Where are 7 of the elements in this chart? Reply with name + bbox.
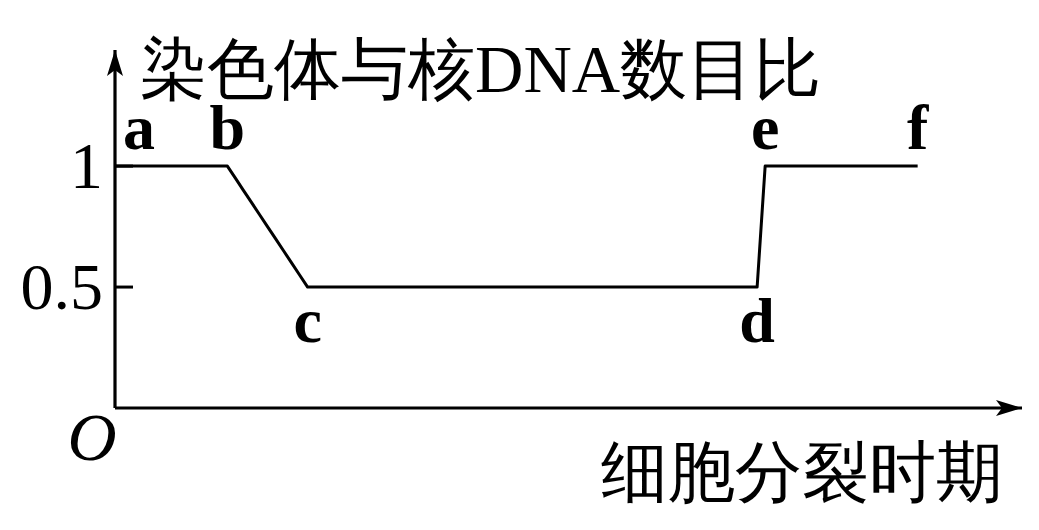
ytick: 1	[70, 129, 103, 203]
point-label: d	[739, 285, 775, 357]
xlabel: 细胞分裂时期	[601, 435, 1003, 509]
point-label: f	[907, 92, 929, 164]
ytick: 0.5	[20, 250, 103, 324]
point-label: c	[293, 285, 322, 357]
origin: O	[67, 399, 117, 475]
